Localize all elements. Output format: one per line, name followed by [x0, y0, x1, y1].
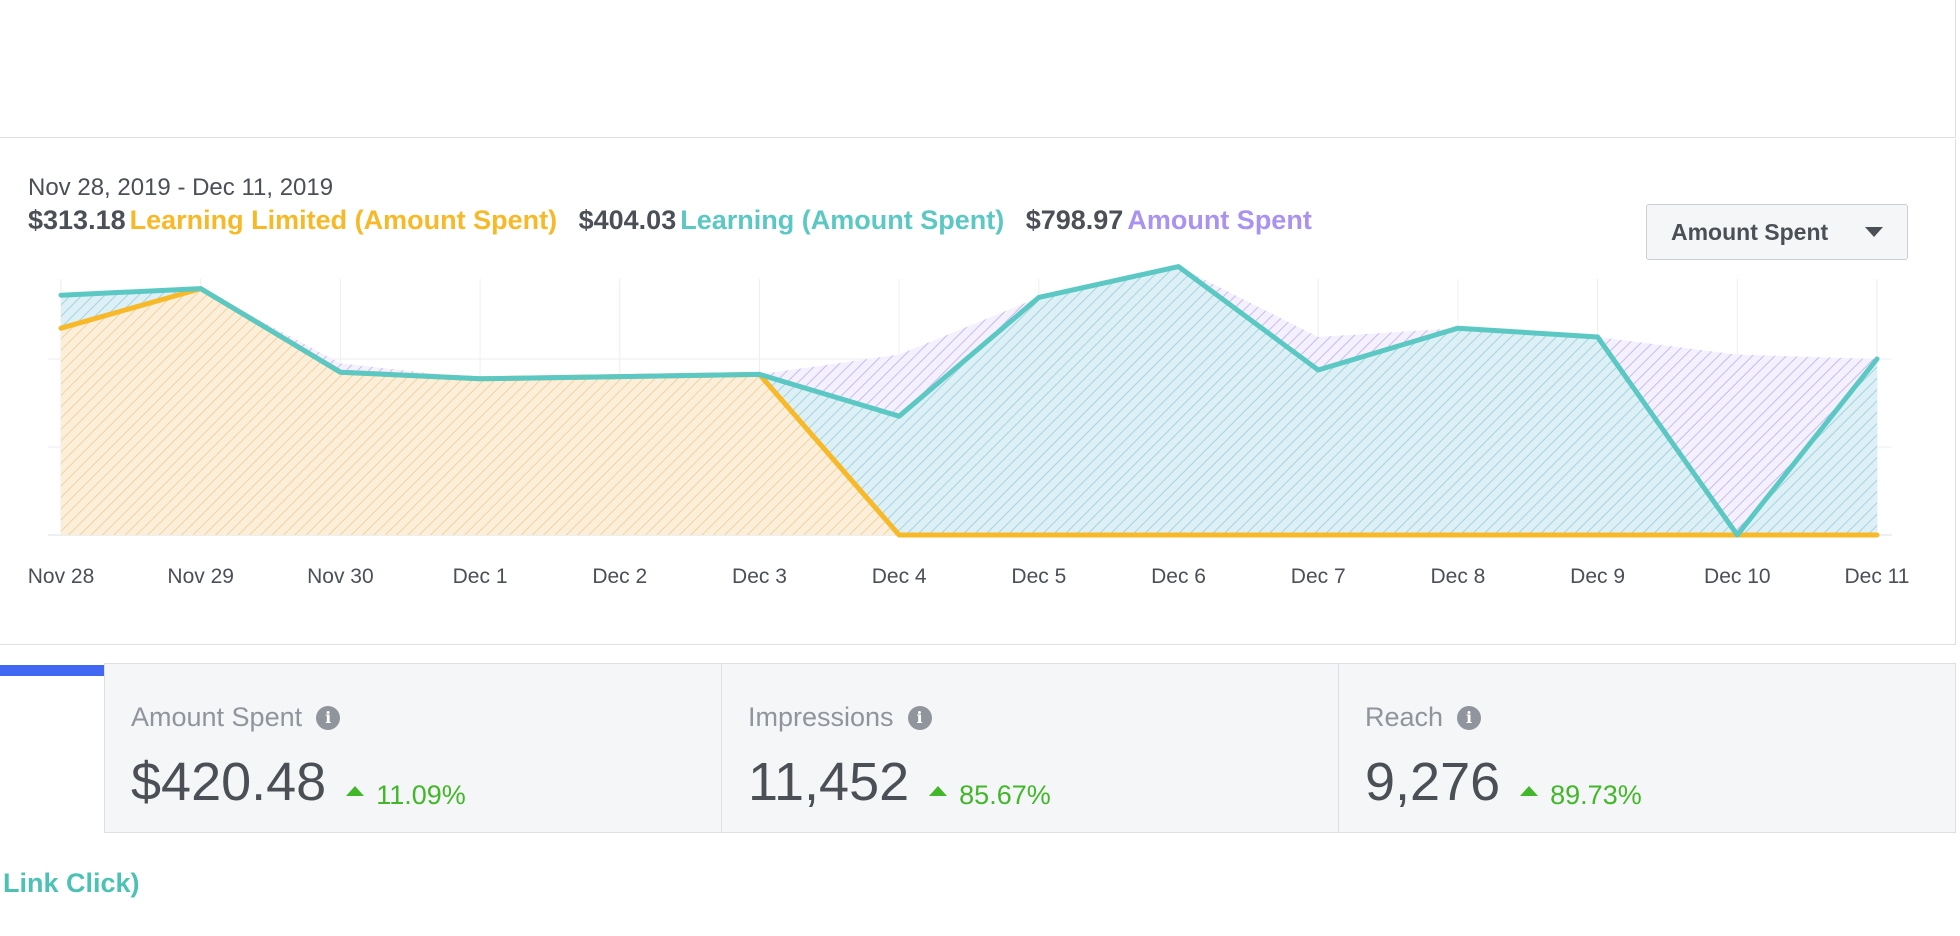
chart-areas	[61, 266, 1877, 535]
up-arrow-icon	[346, 786, 365, 796]
stats-panel: Amount Spent i $420.48 11.09% Impression…	[104, 663, 1956, 833]
legend-name: Amount Spent	[1127, 205, 1312, 235]
x-tick-label: Dec 5	[1011, 565, 1066, 588]
up-arrow-icon	[1520, 786, 1539, 796]
info-icon[interactable]: i	[1457, 705, 1482, 730]
stat-change-value: 89.73%	[1550, 779, 1642, 810]
up-arrow-icon	[929, 786, 948, 796]
legend-value: $798.97	[1025, 205, 1124, 235]
x-tick-label: Dec 8	[1430, 565, 1485, 588]
chart-legend: $313.18 Learning Limited (Amount Spent) $…	[28, 205, 1326, 236]
stat-title: Impressions	[748, 702, 894, 732]
x-tick-label: Dec 3	[732, 565, 787, 588]
legend-value: $313.18	[28, 205, 126, 235]
x-tick-label: Nov 28	[28, 565, 95, 588]
stat-reach[interactable]: Reach i 9,276 89.73%	[1339, 664, 1955, 832]
x-tick-label: Dec 9	[1570, 565, 1625, 588]
x-tick-label: Dec 6	[1151, 565, 1206, 588]
area-learning-limited	[61, 288, 1877, 535]
chart-lines	[58, 264, 1880, 538]
stat-value: 11,452	[748, 752, 910, 812]
area-chart: Nov 28 Nov 29 Nov 30 Dec 1 Dec 2 Dec 3 Dec 4 De…	[28, 264, 1910, 588]
x-tick-label: Dec 2	[592, 565, 647, 588]
stat-title: Amount Spent	[131, 702, 303, 732]
x-tick-label: Dec 10	[1704, 565, 1771, 588]
legend-value: $404.03	[578, 205, 677, 235]
footer-metric-label: Link Click)	[3, 868, 140, 898]
progress-indicator	[0, 665, 104, 676]
stat-change: 89.73%	[1520, 780, 1642, 811]
caret-down-icon	[1865, 227, 1883, 237]
legend-name: Learning (Amount Spent)	[680, 205, 1005, 235]
x-tick-label: Dec 1	[453, 565, 508, 588]
metric-dropdown-label: Amount Spent	[1671, 218, 1829, 245]
line-learning	[58, 264, 1880, 538]
stat-value: 9,276	[1365, 752, 1501, 812]
x-axis-labels: Nov 28 Nov 29 Nov 30 Dec 1 Dec 2 Dec 3 Dec 4 De…	[28, 565, 1910, 588]
legend-item-learning-limited: $313.18 Learning Limited (Amount Spent)	[28, 205, 565, 235]
x-tick-label: Nov 30	[307, 565, 374, 588]
info-icon[interactable]: i	[316, 705, 341, 730]
date-range-label: Nov 28, 2019 - Dec 11, 2019	[28, 174, 334, 201]
legend-name: Learning Limited (Amount Spent)	[129, 205, 558, 235]
chart-panel: Nov 28, 2019 - Dec 11, 2019 $313.18 Learn…	[0, 139, 1956, 645]
stat-title: Reach	[1365, 702, 1444, 732]
info-icon[interactable]: i	[907, 705, 932, 730]
x-tick-label: Dec 4	[872, 565, 927, 588]
top-panel	[0, 0, 1956, 138]
legend-item-learning: $404.03 Learning (Amount Spent)	[579, 205, 1012, 235]
x-tick-label: Nov 29	[167, 565, 234, 588]
stat-change: 85.67%	[929, 780, 1051, 811]
x-tick-label: Dec 11	[1845, 565, 1910, 588]
stat-change: 11.09%	[346, 780, 466, 811]
legend-item-amount-spent: $798.97 Amount Spent	[1026, 205, 1312, 235]
stat-impressions[interactable]: Impressions i 11,452 85.67%	[722, 664, 1339, 832]
stat-change-value: 11.09%	[376, 779, 466, 810]
x-tick-label: Dec 7	[1291, 565, 1346, 588]
stat-change-value: 85.67%	[959, 779, 1051, 810]
stat-amount-spent[interactable]: Amount Spent i $420.48 11.09%	[105, 664, 722, 832]
metric-dropdown[interactable]: Amount Spent	[1646, 204, 1908, 260]
stat-value: $420.48	[131, 752, 327, 812]
